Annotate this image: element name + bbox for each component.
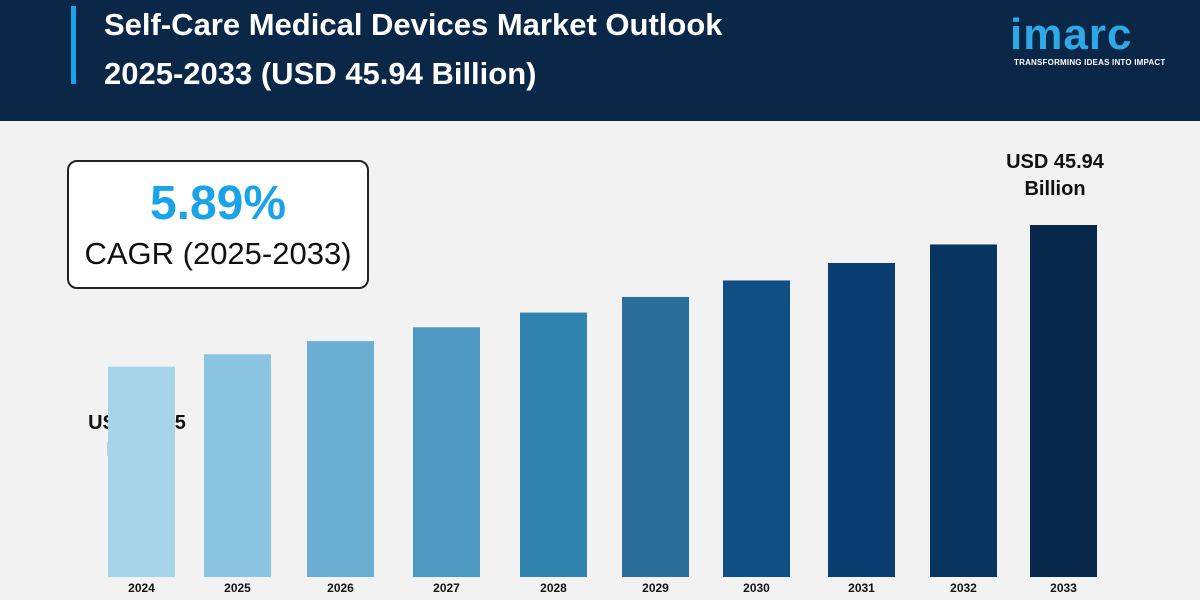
page-title: Self-Care Medical Devices Market Outlook… xyxy=(104,0,924,98)
bar-2024 xyxy=(108,366,175,577)
bar-2028 xyxy=(520,312,587,577)
x-tick-2030: 2030 xyxy=(743,581,770,595)
logo-tagline: TRANSFORMING IDEAS INTO IMPACT xyxy=(1014,58,1166,67)
x-tick-2032: 2032 xyxy=(950,581,977,595)
end-unit-text: Billion xyxy=(1024,178,1086,200)
end-value-label: USD 45.94 Billion xyxy=(990,149,1120,203)
imarc-logo: imarc TRANSFORMING IDEAS INTO IMPACT xyxy=(1008,2,1168,72)
bar-2025 xyxy=(204,354,271,577)
bar-2030 xyxy=(723,280,790,577)
cagr-value: 5.89% xyxy=(149,177,287,230)
bar-chart: 2024 2025 2026 2027 2028 2029 2030 2031 2032 2033 xyxy=(108,225,1097,595)
bar-2033 xyxy=(1030,225,1097,577)
title-line-2: 2025-2033 (USD 45.94 Billion) xyxy=(104,56,537,91)
title-accent-bar xyxy=(71,6,76,84)
x-tick-2031: 2031 xyxy=(848,581,875,595)
x-tick-2033: 2033 xyxy=(1050,581,1077,595)
bar-2031 xyxy=(828,263,895,577)
bar-2026 xyxy=(307,341,374,577)
x-tick-2026: 2026 xyxy=(327,581,354,595)
x-tick-2028: 2028 xyxy=(540,581,567,595)
x-tick-2029: 2029 xyxy=(642,581,669,595)
cagr-label: CAGR (2025-2033) xyxy=(84,236,352,271)
cagr-callout: 5.89% CAGR (2025-2033) xyxy=(67,160,369,289)
logo-wordmark: imarc xyxy=(1010,10,1133,59)
x-tick-2024: 2024 xyxy=(128,581,155,595)
x-tick-2025: 2025 xyxy=(224,581,251,595)
title-line-1: Self-Care Medical Devices Market Outlook xyxy=(104,7,723,42)
bar-2027 xyxy=(413,327,480,577)
header-banner: Self-Care Medical Devices Market Outlook… xyxy=(0,0,1200,121)
end-value-text: USD 45.94 xyxy=(1006,151,1104,173)
x-tick-2027: 2027 xyxy=(433,581,460,595)
bar-2032 xyxy=(930,244,997,577)
bar-2029 xyxy=(622,296,689,577)
